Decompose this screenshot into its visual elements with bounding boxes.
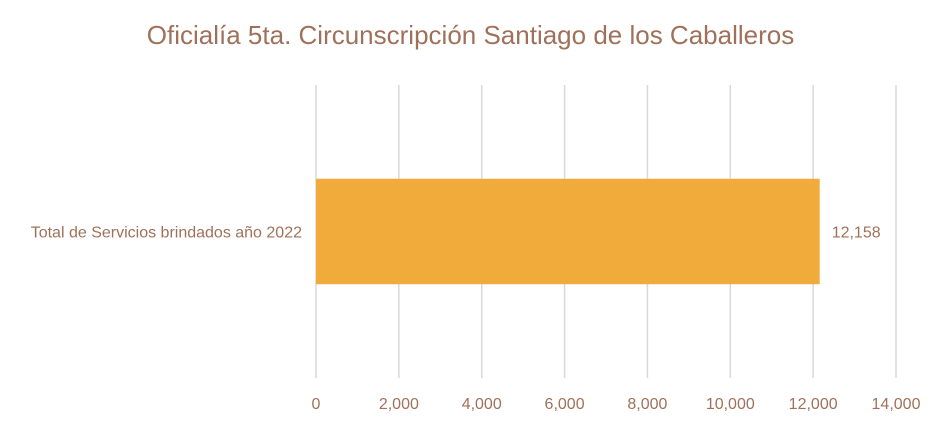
- x-tick-label: 14,000: [872, 396, 921, 413]
- x-tick-label: 6,000: [545, 396, 585, 413]
- x-tick-label: 12,000: [789, 396, 838, 413]
- category-label: Total de Servicios brindados año 2022: [31, 225, 302, 242]
- data-label: 12,158: [832, 225, 881, 242]
- bar: [316, 178, 820, 285]
- chart-title: Oficialía 5ta. Circunscripción Santiago …: [146, 20, 795, 50]
- x-tick-label: 10,000: [706, 396, 755, 413]
- x-tick-label: 4,000: [462, 396, 502, 413]
- x-tick-label: 2,000: [379, 396, 419, 413]
- x-tick-label: 8,000: [627, 396, 667, 413]
- x-tick-label: 0: [312, 396, 321, 413]
